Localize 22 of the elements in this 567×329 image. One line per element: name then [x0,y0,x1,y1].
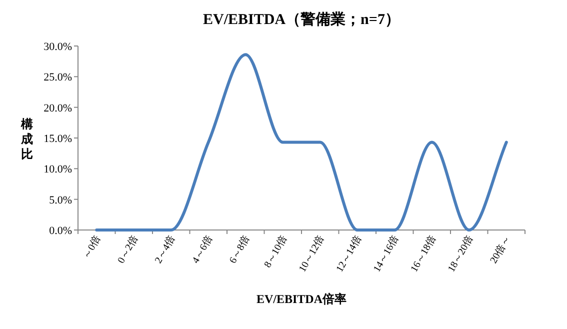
x-tick-label: 0～2倍 [115,234,140,266]
x-tick-label: 14～16倍 [370,234,402,274]
x-tick-label: 12～14倍 [334,234,364,274]
y-tick-label: 25.0% [44,72,72,84]
x-tick-label: 20倍～ [488,234,513,266]
x-tick-label: 10～12倍 [296,234,327,274]
y-tick-label: 0.0% [49,225,72,237]
x-axis-title: EV/EBITDA倍率 [256,292,347,306]
y-tick-label: 10.0% [44,164,72,176]
y-axis-title: 構成比 [20,117,33,161]
y-tick-label: 20.0% [44,102,72,114]
chart-title: EV/EBITDA（警備業；n=7） [203,11,400,28]
x-tick-label: 4～6倍 [190,234,215,266]
x-tick-label: ～0倍 [80,234,104,262]
y-tick-label: 30.0% [44,41,72,53]
y-tick-label: 15.0% [44,133,72,145]
y-tick-label: 5.0% [49,194,72,206]
x-tick-label: 16～18倍 [408,234,438,274]
x-tick-label: 8～10倍 [262,234,290,270]
x-tick-label: 2～4倍 [152,234,178,266]
x-tick-label: 6～8倍 [226,234,252,266]
x-tick-label: 18～20倍 [445,234,476,274]
